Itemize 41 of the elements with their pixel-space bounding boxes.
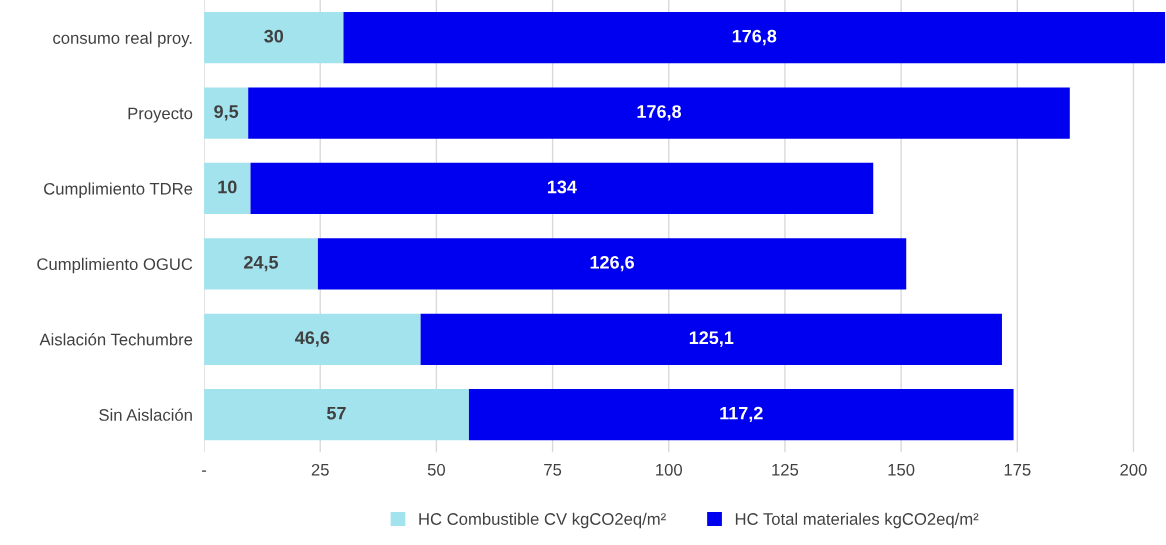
data-label: 57 bbox=[327, 406, 346, 420]
data-label: 134 bbox=[547, 180, 577, 194]
data-label: 117,2 bbox=[720, 406, 763, 423]
data-label: 46,6 bbox=[295, 331, 330, 347]
bar bbox=[204, 313, 421, 365]
y-tick-label: Aislación Techumbre bbox=[39, 333, 193, 346]
x-tick-label: 75 bbox=[544, 464, 562, 476]
bar bbox=[248, 87, 1070, 139]
x-tick-label: 175 bbox=[1004, 464, 1031, 476]
data-label: 9,5 bbox=[214, 105, 239, 121]
x-tick-label: 100 bbox=[656, 463, 683, 476]
y-tick-label: consumo real proy. bbox=[53, 31, 192, 48]
bar bbox=[250, 162, 874, 215]
bar bbox=[343, 12, 1166, 64]
y-tick-label: Sin Aislación bbox=[99, 408, 192, 421]
x-tick-label: 25 bbox=[311, 463, 329, 476]
bar bbox=[204, 87, 249, 139]
y-tick-label: Cumplimiento OGUC bbox=[37, 257, 193, 274]
data-label: 176,8 bbox=[732, 29, 777, 46]
data-label: 24,5 bbox=[244, 255, 279, 272]
legend-label: HC Total materiales kgCO2eq/m² bbox=[735, 512, 979, 529]
x-tick-label: 125 bbox=[772, 463, 799, 476]
legend-label: HC Combustible CV kgCO2eq/m² bbox=[419, 512, 666, 529]
x-tick-label: 50 bbox=[427, 463, 446, 476]
bar bbox=[468, 389, 1014, 441]
data-label: 176,8 bbox=[637, 105, 682, 121]
y-tick-label: Proyecto bbox=[128, 107, 193, 123]
bar bbox=[420, 313, 1002, 365]
bar bbox=[204, 162, 251, 215]
data-label: 30 bbox=[264, 29, 284, 43]
y-tick-label: Cumplimiento TDRe bbox=[44, 182, 193, 198]
data-label: 125,1 bbox=[689, 331, 734, 347]
data-label: 126,6 bbox=[590, 255, 635, 272]
bar bbox=[317, 238, 907, 290]
bar bbox=[204, 389, 469, 441]
bar bbox=[204, 238, 318, 290]
x-tick-label: - bbox=[202, 470, 207, 472]
x-tick-label: 150 bbox=[888, 463, 915, 476]
data-label: 10 bbox=[218, 180, 237, 194]
x-tick-label: 200 bbox=[1120, 463, 1147, 476]
bar bbox=[204, 12, 344, 64]
